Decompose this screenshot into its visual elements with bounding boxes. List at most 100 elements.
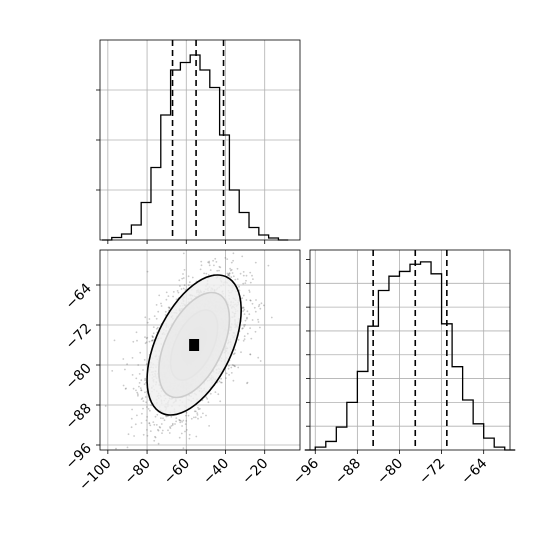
scatter-point	[231, 234, 233, 236]
scatter-point	[208, 264, 211, 267]
scatter-point	[218, 265, 221, 268]
scatter-point	[157, 428, 159, 431]
scatter-point	[249, 299, 252, 302]
scatter-point	[244, 324, 247, 326]
scatter-point	[255, 299, 257, 301]
scatter-point	[154, 415, 157, 418]
scatter-point	[156, 413, 159, 416]
scatter-point	[193, 410, 196, 413]
scatter-point	[147, 408, 150, 410]
scatter-point	[126, 446, 129, 449]
scatter-point	[158, 294, 161, 297]
scatter-point	[214, 391, 217, 393]
scatter-point	[214, 257, 217, 260]
right-hist-xtick-label: −88	[332, 456, 364, 488]
scatter-point	[257, 356, 260, 359]
scatter-point	[249, 299, 252, 302]
scatter-point	[151, 339, 154, 342]
scatter-point	[171, 424, 174, 426]
scatter-point	[203, 272, 206, 275]
scatter-point	[227, 274, 230, 276]
scatter-point	[188, 433, 191, 436]
scatter-point	[168, 454, 170, 456]
scatter-point	[154, 436, 157, 439]
scatter-point	[174, 423, 176, 425]
scatter-point	[232, 275, 235, 278]
scatter-point	[136, 414, 138, 417]
scatter-point	[164, 314, 167, 316]
scatter-point	[146, 321, 149, 324]
scatter-point	[246, 381, 249, 384]
scatter-point	[197, 417, 199, 420]
scatter-point	[208, 425, 211, 427]
scatter-point	[241, 247, 243, 249]
scatter-point	[151, 335, 154, 337]
scatter-point	[241, 255, 244, 258]
scatter-point	[142, 407, 144, 410]
scatter-point	[167, 429, 169, 432]
scatter-point	[208, 260, 211, 263]
scatter-point	[228, 272, 231, 275]
scatter-point	[248, 313, 251, 316]
scatter-point	[252, 278, 254, 280]
scatter-point	[249, 353, 252, 356]
scatter-point	[138, 382, 141, 384]
joint-xtick-label: −40	[200, 456, 232, 488]
scatter-point	[151, 336, 154, 338]
scatter-point	[181, 421, 184, 423]
scatter-point	[169, 427, 172, 429]
scatter-point	[160, 423, 163, 425]
scatter-point	[122, 358, 125, 360]
scatter-point	[245, 279, 247, 282]
scatter-point	[176, 290, 179, 292]
scatter-point	[239, 272, 242, 275]
scatter-point	[184, 423, 187, 425]
scatter-point	[246, 332, 249, 335]
scatter-point	[238, 285, 241, 288]
scatter-point	[246, 310, 249, 313]
scatter-point	[217, 393, 220, 396]
scatter-point	[149, 430, 152, 432]
joint-xtick-label: −80	[122, 456, 154, 488]
scatter-point	[172, 295, 175, 298]
scatter-point	[182, 419, 185, 422]
scatter-point	[142, 433, 145, 436]
scatter-point	[185, 414, 187, 417]
scatter-point	[225, 377, 227, 379]
scatter-point	[144, 396, 147, 398]
right-hist-step-outline	[304, 261, 516, 451]
scatter-point	[237, 366, 240, 369]
scatter-point	[154, 435, 156, 438]
scatter-point	[136, 391, 139, 394]
scatter-point	[200, 260, 203, 263]
scatter-point	[242, 339, 245, 342]
scatter-point	[140, 389, 143, 392]
scatter-point	[144, 377, 147, 380]
scatter-point	[157, 442, 160, 445]
scatter-point	[169, 426, 171, 428]
scatter-point	[246, 317, 248, 320]
scatter-point	[163, 419, 166, 422]
scatter-point	[241, 307, 244, 309]
scatter-point	[148, 318, 151, 320]
scatter-point	[228, 272, 231, 275]
scatter-point	[178, 279, 181, 282]
scatter-point	[146, 416, 149, 418]
scatter-point	[140, 389, 143, 392]
scatter-point	[181, 425, 184, 427]
scatter-point	[254, 330, 257, 333]
scatter-point	[144, 379, 147, 382]
scatter-point	[155, 327, 158, 330]
joint-frame	[99, 249, 301, 451]
right-hist-xtick-label: −96	[290, 455, 322, 487]
scatter-point	[131, 408, 134, 411]
scatter-point	[194, 410, 197, 413]
scatter-point	[220, 245, 222, 247]
scatter-point	[212, 259, 215, 262]
scatter-point	[180, 432, 183, 435]
scatter-point	[232, 379, 235, 382]
scatter-point	[184, 430, 186, 433]
scatter-point	[199, 268, 202, 271]
scatter-point	[152, 336, 154, 338]
scatter-point	[240, 351, 242, 354]
